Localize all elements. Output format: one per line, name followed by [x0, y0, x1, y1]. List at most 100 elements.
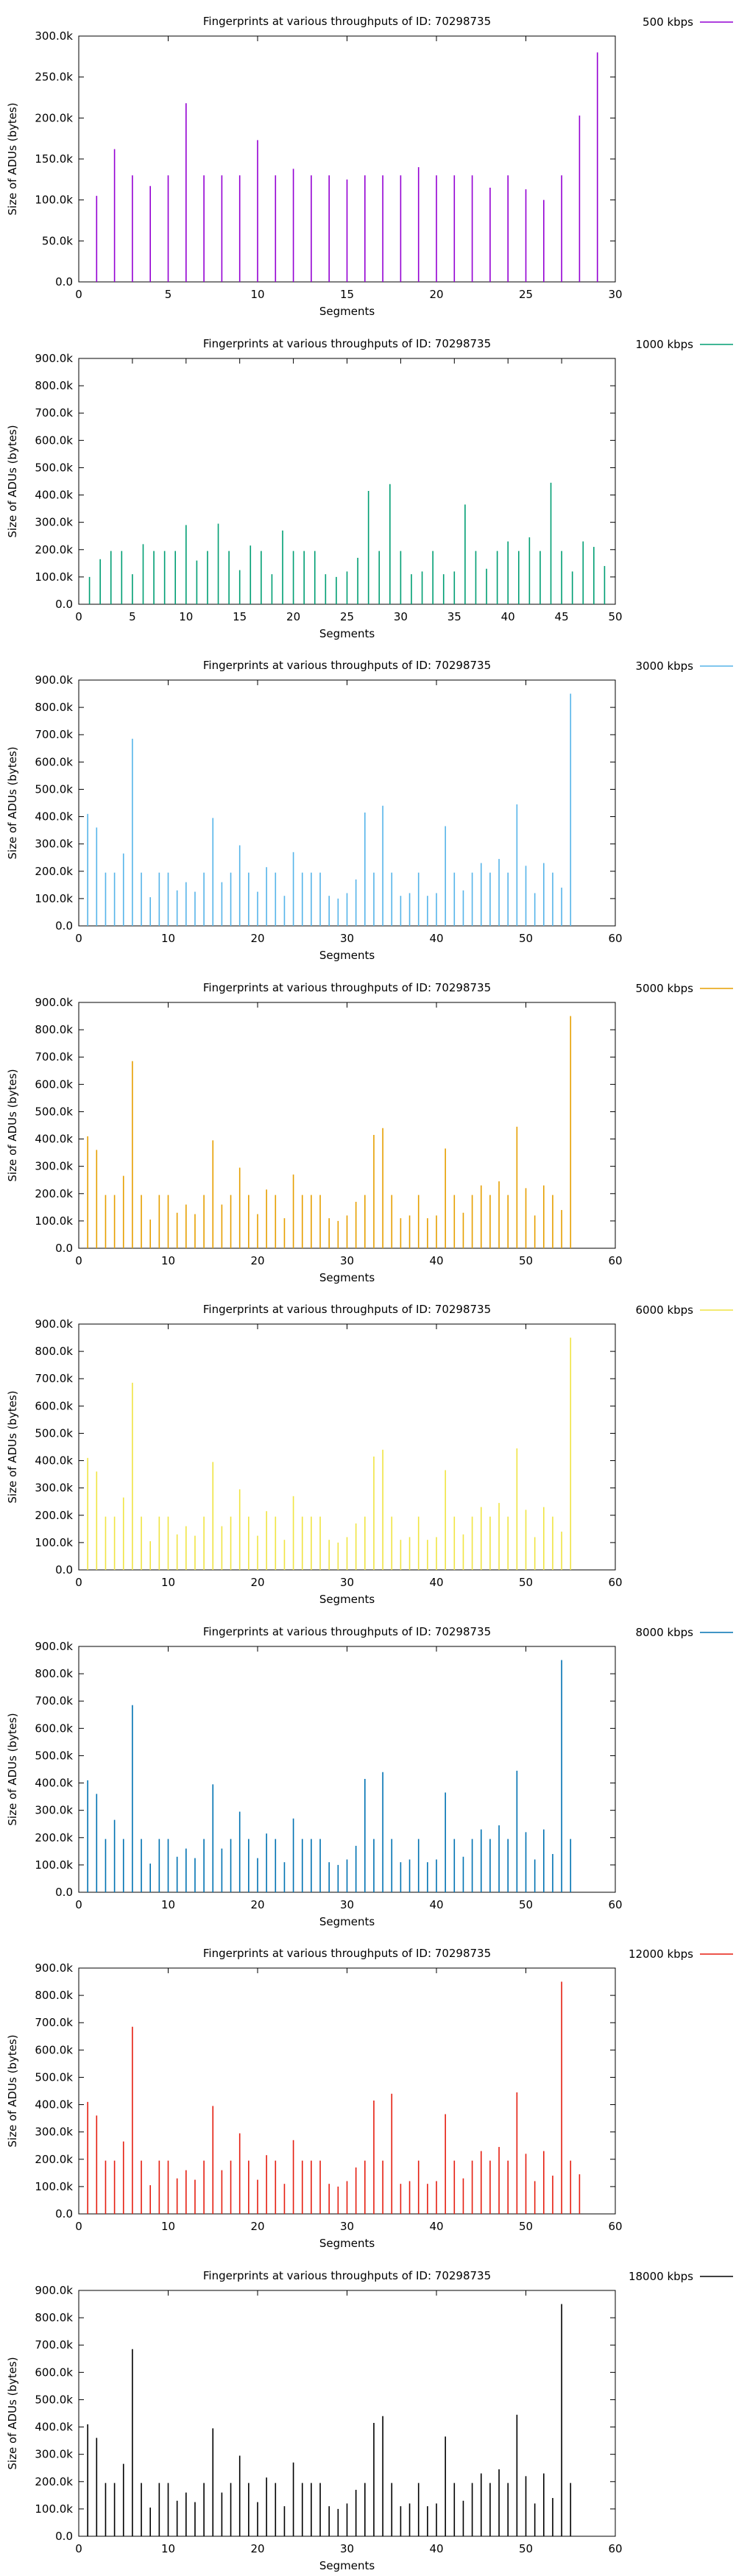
x-tick-label: 30 [608, 288, 622, 301]
plot-frame [78, 358, 616, 604]
x-tick-label: 10 [179, 610, 193, 623]
y-tick-label: 300.0k [35, 1803, 73, 1816]
chart-4: Fingerprints at various throughputs of I… [6, 1303, 733, 1606]
y-tick-label: 900.0k [35, 996, 73, 1009]
x-tick-label: 20 [250, 1254, 264, 1267]
x-tick-label: 0 [75, 2220, 82, 2233]
y-tick-label: 0.0 [55, 2530, 73, 2543]
y-tick-label: 500.0k [35, 1105, 73, 1118]
y-tick-label: 600.0k [35, 2043, 73, 2056]
y-tick-label: 500.0k [35, 1426, 73, 1440]
chart-2: Fingerprints at various throughputs of I… [6, 659, 733, 962]
x-tick-label: 0 [75, 2542, 82, 2555]
x-tick-label: 10 [161, 932, 175, 945]
x-tick-label: 35 [447, 610, 461, 623]
chart-6: Fingerprints at various throughputs of I… [6, 1947, 733, 2250]
x-axis-label: Segments [319, 305, 375, 318]
y-tick-label: 200.0k [35, 2153, 73, 2166]
y-tick-label: 100.0k [35, 2180, 73, 2193]
x-tick-label: 40 [501, 610, 515, 623]
y-axis-label: Size of ADUs (bytes) [6, 1390, 19, 1503]
x-tick-label: 0 [75, 1254, 82, 1267]
legend-label: 6000 kbps [636, 1303, 694, 1317]
y-tick-label: 0.0 [55, 1563, 73, 1577]
x-tick-label: 50 [519, 932, 533, 945]
y-tick-label: 150.0k [35, 152, 73, 166]
y-tick-label: 800.0k [35, 701, 73, 714]
chart-1: Fingerprints at various throughputs of I… [6, 337, 733, 640]
y-tick-label: 800.0k [35, 1345, 73, 1358]
y-tick-label: 0.0 [55, 275, 73, 289]
y-tick-label: 700.0k [35, 1694, 73, 1708]
y-tick-label: 300.0k [35, 515, 73, 528]
y-tick-label: 0.0 [55, 919, 73, 933]
y-tick-label: 900.0k [35, 1961, 73, 1975]
y-tick-label: 600.0k [35, 755, 73, 768]
x-tick-label: 15 [340, 288, 354, 301]
y-tick-label: 100.0k [35, 1858, 73, 1871]
x-tick-label: 20 [250, 2220, 264, 2233]
x-tick-label: 20 [250, 1898, 264, 1911]
x-tick-label: 5 [129, 610, 136, 623]
y-tick-label: 300.0k [35, 1482, 73, 1495]
chart-0: Fingerprints at various throughputs of I… [6, 15, 733, 318]
chart-7: Fingerprints at various throughputs of I… [6, 2269, 733, 2572]
x-tick-label: 20 [250, 932, 264, 945]
y-tick-label: 0.0 [55, 1886, 73, 1899]
y-tick-label: 500.0k [35, 1749, 73, 1762]
y-tick-label: 0.0 [55, 2207, 73, 2221]
x-tick-label: 60 [608, 2220, 622, 2233]
y-tick-label: 900.0k [35, 673, 73, 687]
y-tick-label: 800.0k [35, 1023, 73, 1036]
y-tick-label: 400.0k [35, 1132, 73, 1145]
x-tick-label: 20 [429, 288, 443, 301]
y-tick-label: 600.0k [35, 1399, 73, 1412]
x-axis-label: Segments [319, 1271, 375, 1284]
legend-label: 500 kbps [643, 15, 693, 29]
x-tick-label: 50 [519, 2542, 533, 2555]
y-tick-label: 400.0k [35, 1776, 73, 1789]
x-tick-label: 15 [233, 610, 247, 623]
legend-label: 1000 kbps [636, 338, 694, 351]
y-tick-label: 50.0k [42, 234, 73, 247]
chart-title: Fingerprints at various throughputs of I… [203, 1303, 491, 1316]
x-tick-label: 10 [161, 2220, 175, 2233]
x-tick-label: 30 [340, 1254, 354, 1267]
y-tick-label: 100.0k [35, 570, 73, 583]
y-tick-label: 100.0k [35, 892, 73, 905]
legend-label: 12000 kbps [629, 1947, 693, 1961]
y-tick-label: 300.0k [35, 1159, 73, 1172]
y-tick-label: 100.0k [35, 1214, 73, 1227]
y-tick-label: 400.0k [35, 2098, 73, 2112]
x-tick-label: 30 [340, 932, 354, 945]
y-tick-label: 200.0k [35, 865, 73, 878]
chart-title: Fingerprints at various throughputs of I… [203, 2269, 491, 2282]
y-axis-label: Size of ADUs (bytes) [6, 2034, 19, 2147]
y-tick-label: 500.0k [35, 782, 73, 796]
x-tick-label: 50 [519, 1576, 533, 1589]
y-axis-label: Size of ADUs (bytes) [6, 1713, 19, 1825]
y-tick-label: 200.0k [35, 1509, 73, 1522]
y-tick-label: 100.0k [35, 1536, 73, 1549]
x-axis-label: Segments [319, 2559, 375, 2572]
x-tick-label: 30 [340, 2220, 354, 2233]
y-tick-label: 700.0k [35, 728, 73, 741]
y-axis-label: Size of ADUs (bytes) [6, 2357, 19, 2469]
y-axis-label: Size of ADUs (bytes) [6, 425, 19, 537]
y-axis-label: Size of ADUs (bytes) [6, 1069, 19, 1181]
y-tick-label: 800.0k [35, 379, 73, 392]
y-tick-label: 900.0k [35, 2284, 73, 2297]
x-tick-label: 60 [608, 1254, 622, 1267]
x-tick-label: 30 [394, 610, 408, 623]
y-tick-label: 200.0k [35, 2474, 73, 2488]
x-tick-label: 0 [75, 1898, 82, 1911]
chart-title: Fingerprints at various throughputs of I… [203, 337, 491, 350]
y-tick-label: 100.0k [35, 2502, 73, 2515]
chart-5: Fingerprints at various throughputs of I… [6, 1625, 733, 1928]
y-tick-label: 600.0k [35, 434, 73, 447]
x-tick-label: 10 [161, 1576, 175, 1589]
y-tick-label: 700.0k [35, 1050, 73, 1064]
y-tick-label: 700.0k [35, 1372, 73, 1385]
x-tick-label: 10 [161, 2542, 175, 2555]
